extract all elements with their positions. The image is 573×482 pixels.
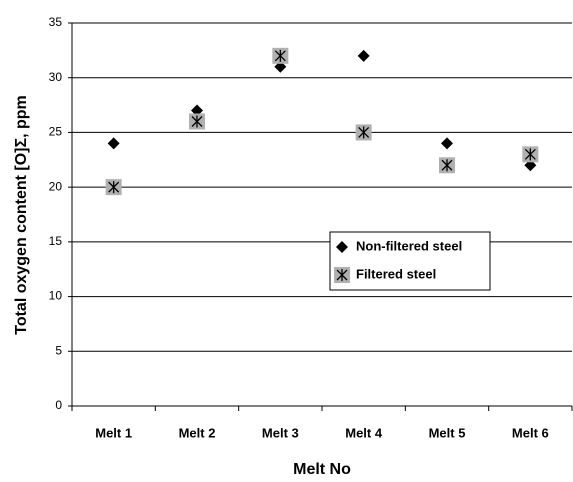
x-tick-label: Melt 6 [512, 425, 549, 440]
diamond [274, 60, 287, 73]
asterisk [108, 181, 120, 194]
x-tick-label: Melt 4 [345, 425, 383, 440]
star-marker [105, 179, 122, 196]
y-tick-label: 10 [49, 289, 63, 303]
y-axis-title: Total oxygen content [O]Σ, ppm [13, 95, 30, 335]
legend-label: Filtered steel [356, 266, 436, 281]
diamond-marker [336, 241, 348, 253]
legend-label: Non-filtered steel [356, 238, 462, 253]
diamond-marker [357, 49, 370, 62]
x-tick-label: Melt 5 [429, 425, 466, 440]
asterisk [358, 126, 370, 139]
diamond-marker [274, 60, 287, 73]
star-marker [272, 47, 289, 64]
asterisk [336, 269, 348, 281]
star-marker [522, 146, 539, 163]
asterisk [524, 148, 536, 161]
asterisk [191, 115, 203, 128]
y-tick-label: 20 [49, 179, 63, 193]
y-tick-label: 35 [49, 15, 63, 29]
diamond [357, 49, 370, 62]
x-tick-label: Melt 3 [262, 425, 299, 440]
x-tick-label: Melt 2 [179, 425, 216, 440]
x-tick-label: Melt 1 [95, 425, 132, 440]
star-marker [334, 267, 350, 283]
diamond [441, 137, 453, 150]
y-tick-label: 15 [49, 234, 63, 248]
star-marker [355, 124, 372, 141]
star-marker [189, 113, 205, 130]
y-tick-label: 25 [49, 125, 63, 139]
asterisk [441, 159, 453, 172]
diamond [107, 137, 120, 150]
y-tick-label: 30 [49, 70, 63, 84]
star-marker [439, 157, 455, 174]
diamond [336, 241, 348, 253]
diamond-marker [441, 137, 453, 150]
diamond-marker [107, 137, 120, 150]
y-tick-label: 0 [55, 398, 62, 412]
x-axis-title: Melt No [293, 461, 351, 478]
legend-box [329, 231, 491, 291]
asterisk [274, 49, 286, 62]
y-tick-label: 5 [55, 343, 62, 357]
